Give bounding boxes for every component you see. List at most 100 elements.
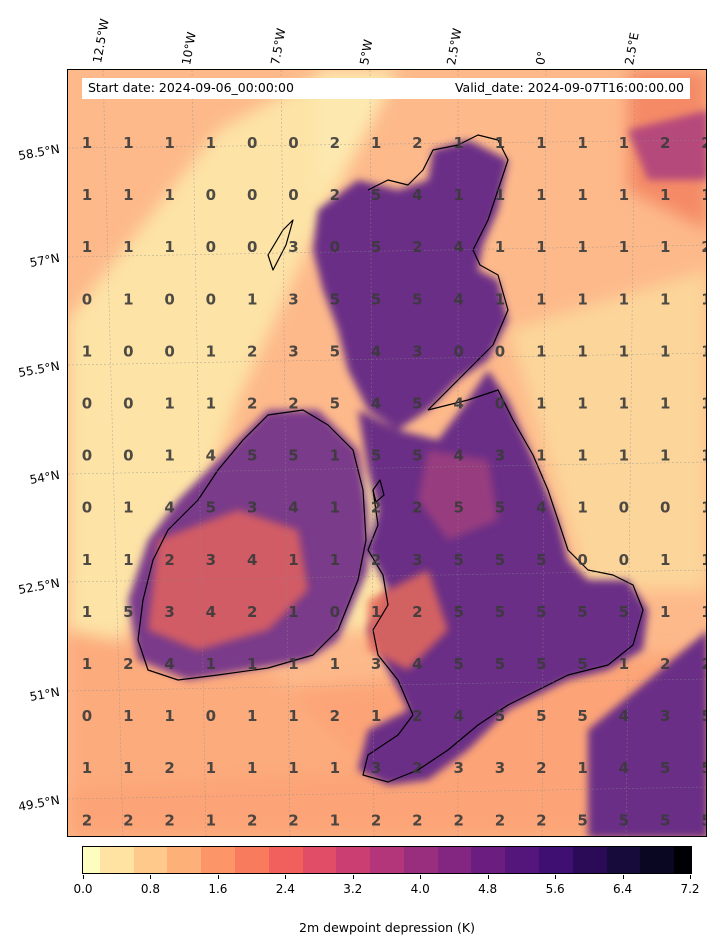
grid-value: 0	[164, 342, 174, 360]
grid-value: 0	[82, 395, 92, 413]
colorbar-segment	[488, 847, 506, 873]
grid-value: 2	[412, 134, 422, 152]
grid-value: 1	[206, 811, 216, 829]
grid-value: 1	[701, 342, 707, 360]
coastlines	[137, 134, 644, 783]
colorbar-segment	[336, 847, 354, 873]
grid-value: 0	[247, 238, 257, 256]
grid-value: 1	[701, 186, 707, 204]
colorbar-segment	[640, 847, 658, 873]
grid-value: 0	[330, 603, 340, 621]
grid-value: 1	[701, 395, 707, 413]
grid-value: 1	[288, 655, 298, 673]
grid-value: 0	[495, 395, 505, 413]
grid-value: 5	[536, 603, 546, 621]
grid-value: 4	[412, 655, 422, 673]
grid-value: 2	[288, 811, 298, 829]
colorbar-tick-label: 3.2	[343, 882, 363, 896]
grid-value: 0	[247, 186, 257, 204]
colorbar-segment	[589, 847, 607, 873]
grid-value: 5	[495, 603, 505, 621]
grid-value: 1	[453, 186, 463, 204]
colorbar-segment	[251, 847, 269, 873]
grid-value: 0	[206, 290, 216, 308]
hebrides-coast	[267, 219, 294, 271]
colorbar-segment	[370, 847, 388, 873]
grid-value: 4	[619, 707, 629, 725]
colorbar-tick-label: 4.0	[410, 882, 430, 896]
grid-value: 1	[164, 186, 174, 204]
grid-value: 1	[247, 707, 257, 725]
grid-value: 5	[247, 447, 257, 465]
grid-value: 1	[577, 447, 587, 465]
grid-value: 1	[164, 395, 174, 413]
grid-value: 3	[371, 655, 381, 673]
valid-date: Valid_date: 2024-09-07T16:00:00.00	[454, 80, 684, 95]
lon-label: 5°W	[357, 38, 376, 66]
colorbar-segment	[353, 847, 371, 873]
grid-value: 3	[495, 447, 505, 465]
grid-value: 1	[660, 447, 670, 465]
colorbar-segment	[623, 847, 641, 873]
colorbar-segment	[83, 847, 100, 873]
grid-value: 1	[536, 290, 546, 308]
colorbar-tick	[150, 875, 152, 879]
grid-value: 0	[577, 551, 587, 569]
colorbar-segment	[572, 847, 590, 873]
grid-value: 1	[577, 134, 587, 152]
start-date: Start date: 2024-09-06_00:00:00	[88, 80, 294, 95]
grid-value: 1	[123, 238, 133, 256]
grid-value: 2	[412, 603, 422, 621]
grid-value: 1	[123, 186, 133, 204]
grid-value: 2	[247, 811, 257, 829]
colorbar-tick	[352, 875, 354, 879]
grid-value: 4	[164, 655, 174, 673]
grid-value: 1	[123, 551, 133, 569]
grid-value: 0	[82, 707, 92, 725]
colorbar-segment	[99, 847, 117, 873]
grid-value: 5	[371, 290, 381, 308]
grid-value: 2	[330, 186, 340, 204]
lat-label: 49.5°N	[17, 792, 61, 814]
grid-value: 1	[536, 186, 546, 204]
colorbar-segment	[201, 847, 219, 873]
grid-value: 1	[82, 186, 92, 204]
grid-value: 1	[247, 655, 257, 673]
grid-value: 1	[577, 186, 587, 204]
grid-value: 1	[82, 759, 92, 777]
colorbar-tick-label: 0.8	[140, 882, 160, 896]
grid-value: 1	[495, 186, 505, 204]
grid-value: 1	[206, 342, 216, 360]
grid-value: 1	[453, 134, 463, 152]
grid-value: 2	[164, 759, 174, 777]
grid-value: 2	[495, 811, 505, 829]
grid-value: 1	[164, 707, 174, 725]
colorbar-segment	[150, 847, 168, 873]
grid-value: 1	[123, 134, 133, 152]
grid-value: 1	[619, 290, 629, 308]
grid-value: 1	[82, 342, 92, 360]
grid-value: 0	[123, 447, 133, 465]
grid-value: 1	[82, 551, 92, 569]
grid-value: 4	[453, 707, 463, 725]
grid-value: 4	[206, 447, 216, 465]
grid-value: 1	[330, 759, 340, 777]
grid-value: 5	[330, 395, 340, 413]
grid-value: 2	[701, 655, 707, 673]
grid-value: 5	[536, 655, 546, 673]
grid-value: 4	[371, 342, 381, 360]
colorbar-tick-label: 4.8	[478, 882, 498, 896]
grid-value: 2	[371, 499, 381, 517]
grid-value: 1	[577, 499, 587, 517]
lat-label: 52.5°N	[17, 575, 61, 597]
grid-value: 3	[164, 603, 174, 621]
grid-value: 1	[660, 290, 670, 308]
grid-value: 0	[619, 551, 629, 569]
grid-value: 3	[288, 342, 298, 360]
grid-value: 4	[536, 499, 546, 517]
grid-value: 1	[701, 290, 707, 308]
grid-value: 2	[412, 238, 422, 256]
grid-value: 1	[577, 238, 587, 256]
colorbar-segment	[167, 847, 185, 873]
grid-value: 4	[412, 186, 422, 204]
